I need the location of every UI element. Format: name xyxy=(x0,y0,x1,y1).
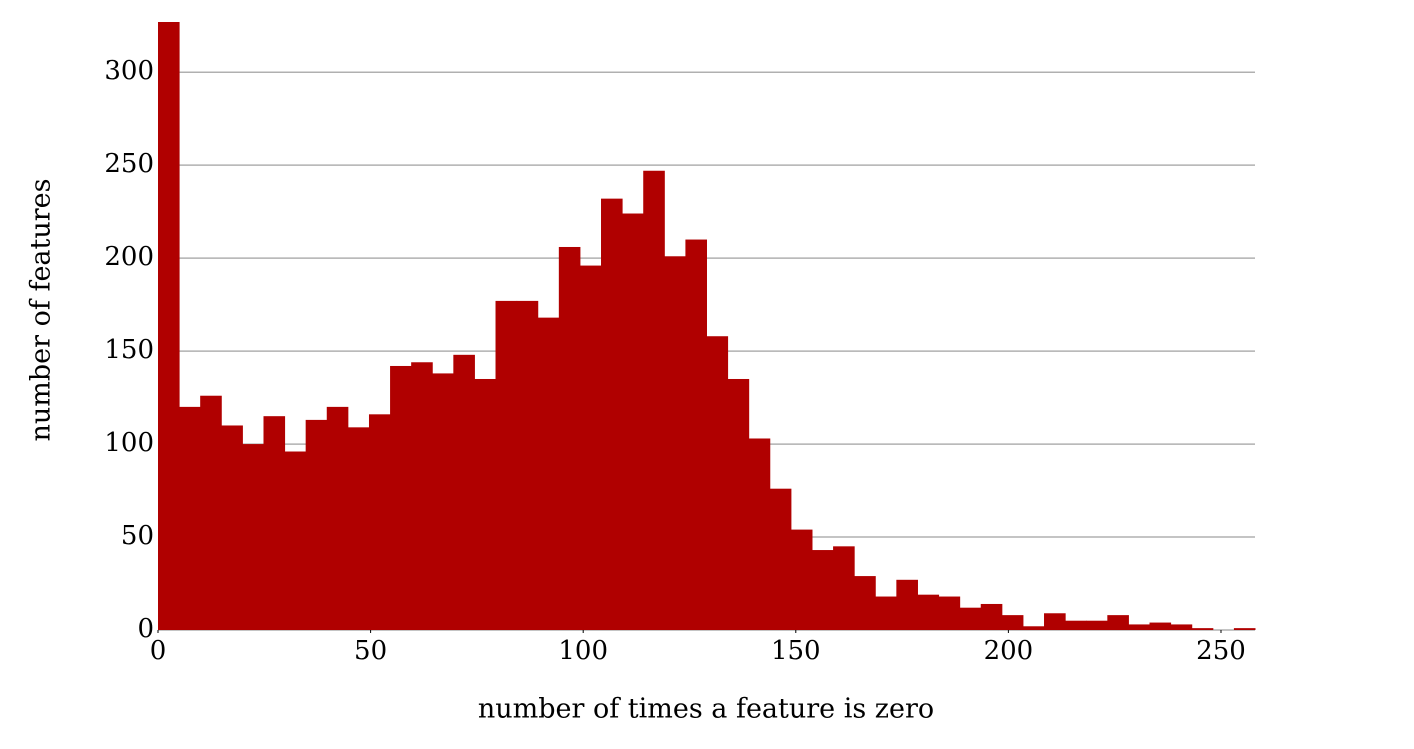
y-tick-label: 200 xyxy=(104,242,154,272)
bar xyxy=(790,529,813,630)
bar xyxy=(601,198,623,630)
bar xyxy=(1107,615,1129,630)
bar xyxy=(938,596,961,630)
x-tick-label: 100 xyxy=(558,636,608,666)
y-tick-label: 100 xyxy=(104,428,154,458)
bar xyxy=(1086,620,1108,630)
y-tick-label: 150 xyxy=(104,335,154,365)
bar xyxy=(1191,628,1214,630)
bar xyxy=(1022,626,1045,630)
bar xyxy=(263,416,286,630)
y-tick-label: 300 xyxy=(104,56,154,86)
bar xyxy=(643,170,665,631)
bar xyxy=(200,395,222,630)
bar xyxy=(1065,620,1087,630)
bar xyxy=(537,317,560,630)
bar xyxy=(1233,628,1256,630)
bar xyxy=(1128,624,1151,630)
bar xyxy=(1001,615,1024,630)
y-tick-label: 50 xyxy=(121,521,154,551)
bar xyxy=(1044,613,1066,630)
y-tick-label: 0 xyxy=(137,614,154,644)
bar xyxy=(1170,624,1193,630)
bar xyxy=(748,438,771,630)
bar xyxy=(347,427,370,630)
bar xyxy=(516,300,539,630)
bar xyxy=(769,488,792,630)
bar xyxy=(474,378,497,630)
y-tick-label: 250 xyxy=(104,149,154,179)
x-tick-label: 0 xyxy=(150,636,167,666)
bar xyxy=(664,256,686,630)
bar xyxy=(811,550,834,630)
bar xyxy=(896,579,918,630)
bar xyxy=(854,576,876,630)
bar xyxy=(558,246,581,631)
bar xyxy=(368,414,391,630)
x-axis-label: number of times a feature is zero xyxy=(478,694,934,725)
bar xyxy=(495,300,518,630)
bar xyxy=(833,546,855,630)
bar xyxy=(980,603,1003,630)
bar xyxy=(579,265,602,630)
bar xyxy=(242,444,264,630)
x-tick-label: 250 xyxy=(1196,636,1246,666)
bar xyxy=(305,419,328,630)
bar xyxy=(453,354,475,630)
bar xyxy=(1149,622,1172,630)
bar xyxy=(326,406,349,630)
bar xyxy=(727,378,750,630)
bar xyxy=(158,22,180,630)
bar xyxy=(411,362,433,630)
bar xyxy=(221,425,243,630)
x-tick-label: 50 xyxy=(354,636,387,666)
bar xyxy=(875,596,897,630)
bar xyxy=(432,373,454,630)
bar xyxy=(179,406,201,630)
bar xyxy=(390,365,412,630)
x-tick-label: 150 xyxy=(771,636,821,666)
bar xyxy=(284,451,307,630)
bar xyxy=(685,239,707,630)
bar xyxy=(622,213,644,631)
bar xyxy=(917,594,940,630)
x-tick-label: 200 xyxy=(984,636,1034,666)
y-axis-label: number of features xyxy=(26,178,57,441)
bar xyxy=(706,336,729,630)
bar xyxy=(959,607,982,630)
